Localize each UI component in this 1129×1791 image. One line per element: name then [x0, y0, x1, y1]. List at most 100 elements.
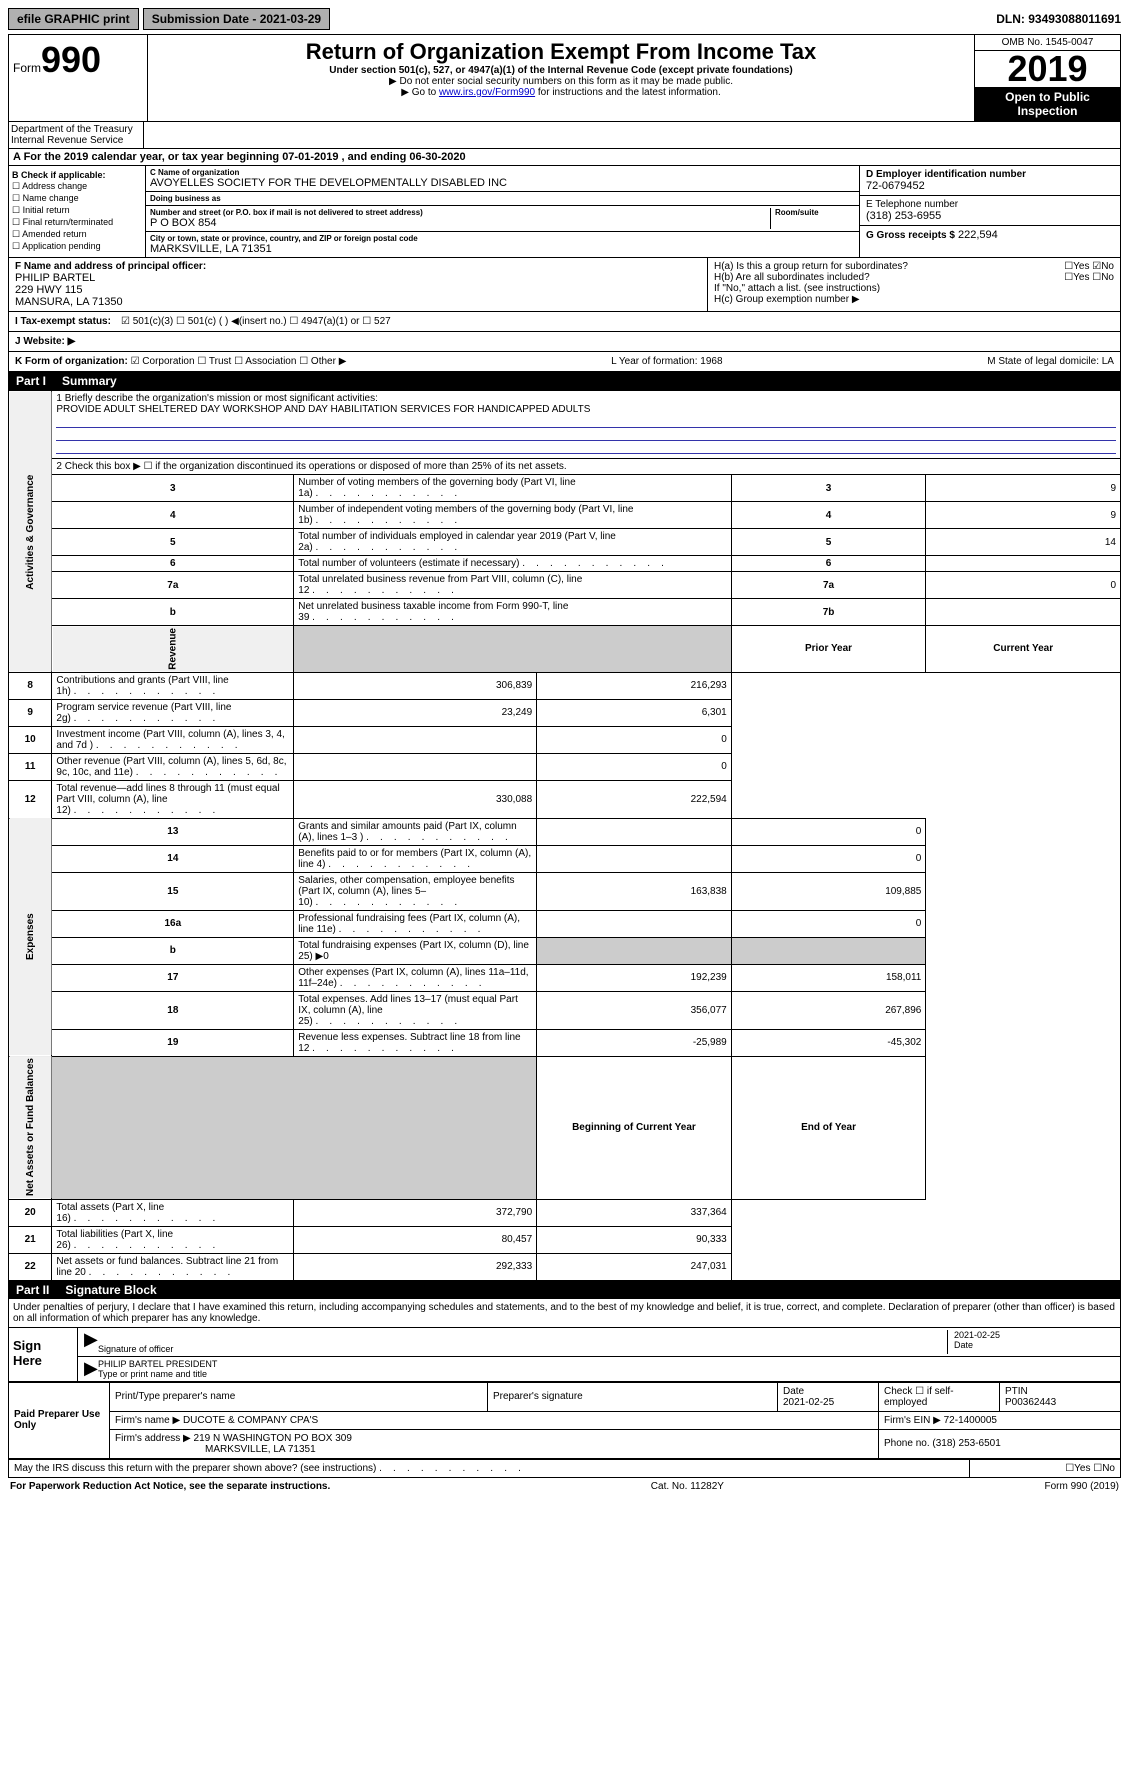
city-label: City or town, state or province, country… [150, 234, 855, 243]
line-num: 17 [52, 964, 294, 991]
table-row: b Total fundraising expenses (Part IX, c… [9, 937, 1121, 964]
discuss-row: May the IRS discuss this return with the… [8, 1459, 1121, 1478]
line-num: 6 [52, 556, 294, 572]
line-text: Number of independent voting members of … [294, 502, 731, 529]
website-label: J Website: ▶ [15, 336, 75, 347]
prior-value [537, 845, 732, 872]
line-box: 7b [731, 599, 926, 626]
prior-value: 356,077 [537, 991, 732, 1029]
instr-post: for instructions and the latest informat… [535, 87, 721, 98]
cb-application-pending[interactable]: ☐ Application pending [12, 241, 142, 252]
table-row: 10 Investment income (Part VIII, column … [9, 726, 1121, 753]
line-num: 8 [9, 672, 52, 699]
officer-addr1: 229 HWY 115 [15, 284, 701, 296]
submission-date-button[interactable]: Submission Date - 2021-03-29 [143, 8, 330, 30]
prior-value [537, 937, 732, 964]
table-row: 7a Total unrelated business revenue from… [9, 572, 1121, 599]
boy-value: 372,790 [294, 1199, 537, 1226]
line-value: 14 [926, 529, 1121, 556]
ha-answer[interactable]: ☐Yes ☑No [1064, 261, 1114, 272]
table-row: 11 Other revenue (Part VIII, column (A),… [9, 753, 1121, 780]
table-row: 14 Benefits paid to or for members (Part… [9, 845, 1121, 872]
firm-name: DUCOTE & COMPANY CPA'S [183, 1415, 318, 1426]
line-text: Net assets or fund balances. Subtract li… [52, 1253, 294, 1280]
footer: For Paperwork Reduction Act Notice, see … [8, 1478, 1121, 1495]
firm-ein-label: Firm's EIN ▶ [884, 1415, 941, 1426]
room-label: Room/suite [775, 208, 855, 217]
tax-exempt-options[interactable]: ☑ 501(c)(3) ☐ 501(c) ( ) ◀(insert no.) ☐… [121, 316, 391, 327]
firm-ein: 72-1400005 [944, 1415, 997, 1426]
cb-amended[interactable]: ☐ Amended return [12, 229, 142, 240]
current-value: 0 [731, 818, 926, 845]
dept-treasury: Department of the Treasury Internal Reve… [9, 122, 144, 148]
current-value: 0 [537, 753, 732, 780]
line2[interactable]: 2 Check this box ▶ ☐ if the organization… [52, 459, 1121, 475]
table-row: 4 Number of independent voting members o… [9, 502, 1121, 529]
table-row: 8 Contributions and grants (Part VIII, l… [9, 672, 1121, 699]
table-row: 6 Total number of volunteers (estimate i… [9, 556, 1121, 572]
line-box: 4 [731, 502, 926, 529]
part1-label: Part I [16, 374, 46, 388]
firm-addr: 219 N WASHINGTON PO BOX 309 [194, 1433, 352, 1444]
prior-value [537, 818, 732, 845]
cat-no: Cat. No. 11282Y [651, 1481, 724, 1492]
self-employed-check[interactable]: Check ☐ if self-employed [879, 1382, 1000, 1411]
current-value: 216,293 [537, 672, 732, 699]
hdr-prior-year: Prior Year [731, 626, 926, 673]
table-row: 16a Professional fundraising fees (Part … [9, 910, 1121, 937]
perjury-declaration: Under penalties of perjury, I declare th… [8, 1299, 1121, 1328]
form-footer: Form 990 (2019) [1045, 1481, 1119, 1492]
line1-mission: PROVIDE ADULT SHELTERED DAY WORKSHOP AND… [56, 404, 1116, 415]
line-box: 3 [731, 475, 926, 502]
paid-preparer-label: Paid Preparer Use Only [9, 1382, 110, 1458]
cb-address-change[interactable]: ☐ Address change [12, 181, 142, 192]
current-value: 0 [537, 726, 732, 753]
line-box: 7a [731, 572, 926, 599]
line-num: 15 [52, 872, 294, 910]
table-row: b Net unrelated business taxable income … [9, 599, 1121, 626]
prior-value [294, 753, 537, 780]
current-value: 158,011 [731, 964, 926, 991]
hb-answer[interactable]: ☐Yes ☐No [1064, 272, 1114, 283]
line-num: 11 [9, 753, 52, 780]
summary-table: Activities & Governance 1 Briefly descri… [8, 390, 1121, 1281]
prior-value: 192,239 [537, 964, 732, 991]
form-number: 990 [41, 39, 101, 80]
line-text: Total number of volunteers (estimate if … [294, 556, 731, 572]
paperwork-notice: For Paperwork Reduction Act Notice, see … [10, 1481, 330, 1492]
efile-button[interactable]: efile GRAPHIC print [8, 8, 139, 30]
current-value: 6,301 [537, 699, 732, 726]
top-bar: efile GRAPHIC print Submission Date - 20… [8, 8, 1121, 30]
signature-block: Sign Here ▶ Signature of officer 2021-02… [8, 1328, 1121, 1382]
line-text: Investment income (Part VIII, column (A)… [52, 726, 294, 753]
line-num: 5 [52, 529, 294, 556]
irs-link[interactable]: www.irs.gov/Form990 [439, 87, 535, 98]
l-year-formation: L Year of formation: 1968 [611, 356, 722, 367]
sig-name: PHILIP BARTEL PRESIDENT [98, 1359, 1114, 1369]
k-options[interactable]: ☑ Corporation ☐ Trust ☐ Association ☐ Ot… [131, 356, 347, 367]
ein-label: D Employer identification number [866, 169, 1114, 180]
tax-year: 2019 [975, 51, 1120, 87]
ptin-label: PTIN [1005, 1386, 1028, 1397]
firm-addr-label: Firm's address ▶ [115, 1433, 191, 1444]
line-num: 21 [9, 1226, 52, 1253]
prior-value: 163,838 [537, 872, 732, 910]
hdr-eoy: End of Year [731, 1056, 926, 1199]
current-value: -45,302 [731, 1029, 926, 1056]
cb-name-change[interactable]: ☐ Name change [12, 193, 142, 204]
firm-phone-label: Phone no. [884, 1438, 930, 1449]
line-num: 12 [9, 780, 52, 818]
discuss-answer[interactable]: ☐Yes ☐No [970, 1459, 1121, 1477]
eoy-value: 90,333 [537, 1226, 732, 1253]
hdr-boy: Beginning of Current Year [537, 1056, 732, 1199]
vert-label-gov: Activities & Governance [9, 391, 52, 673]
form-header: Form990 Return of Organization Exempt Fr… [8, 34, 1121, 122]
cb-initial-return[interactable]: ☐ Initial return [12, 205, 142, 216]
current-value: 109,885 [731, 872, 926, 910]
sig-officer-label: Signature of officer [98, 1344, 947, 1354]
instr-ssn: ▶ Do not enter social security numbers o… [152, 76, 970, 87]
line-num: 19 [52, 1029, 294, 1056]
officer-name: PHILIP BARTEL [15, 272, 701, 284]
org-name-label: C Name of organization [150, 168, 855, 177]
cb-final-return[interactable]: ☐ Final return/terminated [12, 217, 142, 228]
